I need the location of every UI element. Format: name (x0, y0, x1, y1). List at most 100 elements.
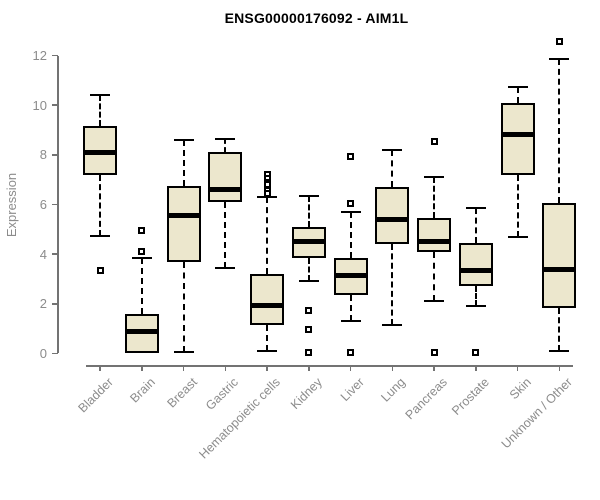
outlier-point (347, 199, 354, 207)
y-tick-label: 8 (39, 147, 47, 163)
lower-whisker-cap (465, 305, 486, 308)
y-axis-tick (52, 154, 58, 156)
lower-whisker-cap (173, 351, 194, 354)
median-line (250, 302, 284, 308)
box-hematopoietic-cells (250, 274, 284, 325)
outlier-point (138, 248, 146, 256)
median-line (291, 239, 326, 245)
median-line (166, 213, 201, 219)
box-unknown-other (542, 203, 577, 308)
y-axis-tick (52, 303, 58, 305)
y-axis-tick (52, 54, 58, 57)
y-tick-label: 4 (39, 246, 47, 262)
lower-whisker (224, 202, 227, 268)
box-prostate (458, 242, 493, 287)
x-axis-line (86, 365, 573, 367)
upper-whisker-cap (549, 58, 570, 61)
lower-whisker (558, 307, 561, 351)
upper-whisker (224, 138, 227, 153)
upper-whisker-cap (382, 148, 403, 151)
lower-whisker (349, 295, 352, 322)
lower-whisker-cap (424, 300, 444, 303)
lower-whisker-cap (549, 350, 570, 353)
lower-whisker-cap (257, 350, 277, 353)
y-tick-label: 6 (39, 197, 47, 212)
lower-whisker-cap (298, 280, 319, 283)
upper-whisker (182, 139, 185, 186)
upper-whisker (516, 86, 519, 103)
outlier-point (305, 326, 313, 334)
outlier-point (347, 152, 354, 160)
lower-whisker (182, 261, 185, 353)
upper-whisker-cap (215, 137, 236, 140)
box-breast (166, 185, 201, 262)
outlier-point (263, 189, 271, 197)
y-tick-label: 10 (32, 97, 47, 113)
x-axis-tick (516, 365, 519, 371)
x-axis-tick (475, 365, 477, 371)
chart-title: ENSG00000176092 - AIM1L (224, 10, 409, 26)
y-axis-tick (52, 253, 58, 255)
x-axis-tick (558, 365, 560, 371)
lower-whisker (474, 286, 477, 307)
outlier-point (472, 348, 480, 356)
x-axis-tick (308, 365, 310, 371)
outlier-point (263, 181, 271, 189)
outlier-point (138, 227, 146, 235)
y-tick-label: 0 (39, 346, 47, 361)
upper-whisker (99, 95, 101, 127)
upper-whisker (391, 149, 394, 188)
lower-whisker-cap (507, 235, 528, 238)
outlier-point (555, 38, 563, 46)
upper-whisker-cap (257, 196, 277, 199)
lower-whisker (433, 251, 435, 302)
lower-whisker-cap (215, 266, 236, 269)
median-line (333, 272, 368, 278)
x-axis-tick (349, 365, 352, 371)
median-line (83, 149, 117, 155)
lower-whisker-cap (90, 234, 110, 237)
box-skin (500, 102, 535, 175)
upper-whisker-cap (424, 176, 444, 179)
x-axis-tick (141, 365, 143, 371)
upper-whisker-cap (90, 94, 110, 97)
x-axis-tick (182, 365, 185, 371)
y-axis-tick (52, 104, 58, 106)
upper-whisker (140, 257, 143, 314)
y-tick-label: 2 (39, 296, 47, 312)
upper-whisker (266, 197, 268, 275)
median-line (542, 266, 577, 272)
median-line (417, 239, 451, 245)
y-axis-tick (52, 352, 58, 355)
lower-whisker (391, 244, 394, 325)
upper-whisker (474, 208, 477, 243)
lower-whisker (99, 174, 101, 236)
outlier-point (430, 137, 438, 145)
lower-whisker (266, 324, 268, 351)
upper-whisker-cap (131, 256, 152, 259)
outlier-point (305, 348, 313, 356)
upper-whisker-cap (173, 138, 194, 141)
upper-whisker-cap (340, 210, 361, 213)
x-axis-tick (224, 365, 226, 371)
upper-whisker-cap (507, 85, 528, 88)
x-axis-tick (433, 365, 435, 371)
median-line (124, 328, 159, 334)
upper-whisker-cap (298, 194, 319, 197)
x-axis-tick (99, 365, 101, 371)
lower-whisker-cap (382, 323, 403, 326)
x-axis-tick (391, 365, 393, 371)
box-gastric (208, 152, 243, 202)
outlier-point (96, 266, 104, 274)
lower-whisker (307, 257, 310, 282)
y-axis-tick (52, 203, 58, 206)
upper-whisker (558, 59, 561, 204)
y-tick-label: 12 (32, 48, 47, 63)
median-line (458, 267, 493, 273)
box-pancreas (417, 218, 451, 252)
median-line (500, 132, 535, 138)
outlier-point (430, 348, 438, 356)
median-line (375, 216, 410, 222)
outlier-point (347, 348, 354, 356)
